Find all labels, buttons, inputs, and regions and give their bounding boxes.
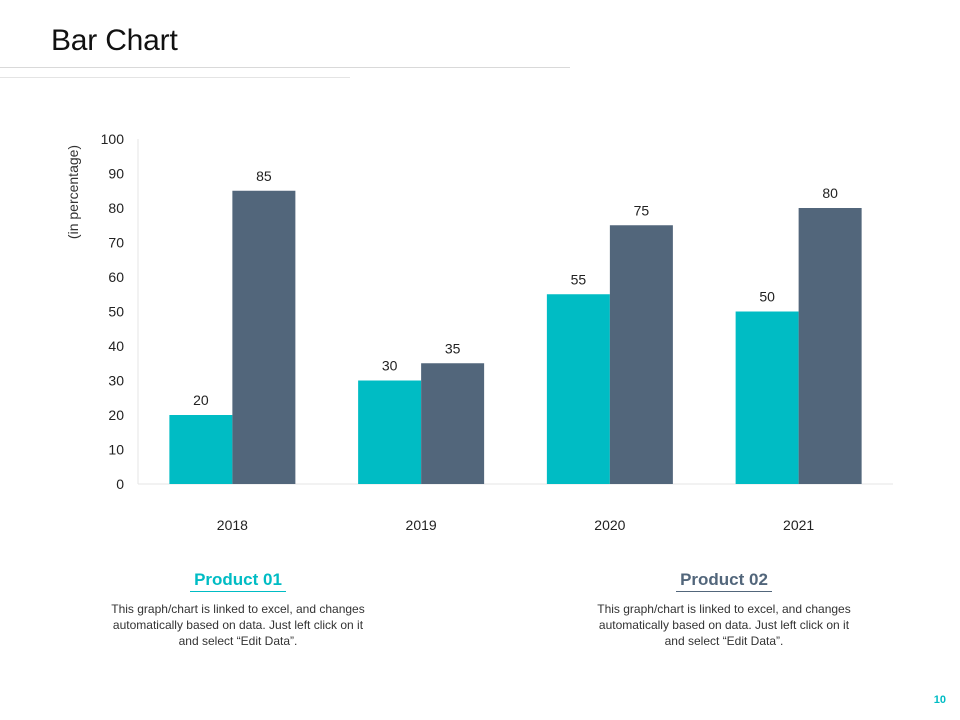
x-tick-label: 2020 bbox=[594, 517, 625, 533]
y-tick-label: 70 bbox=[108, 235, 124, 251]
y-tick-label: 40 bbox=[108, 338, 124, 354]
bar-product-02-2018[interactable] bbox=[232, 190, 296, 484]
data-label: 50 bbox=[759, 289, 775, 305]
y-tick-label: 100 bbox=[101, 131, 125, 147]
y-tick-label: 10 bbox=[108, 442, 124, 458]
x-tick-label: 2021 bbox=[783, 517, 814, 533]
y-axis-label: (in percentage) bbox=[65, 145, 81, 239]
legend-product-02-description: This graph/chart is linked to excel, and… bbox=[597, 602, 851, 648]
y-tick-label: 50 bbox=[108, 304, 124, 320]
title-divider bbox=[0, 67, 570, 68]
y-tick-label: 0 bbox=[116, 476, 124, 492]
legend-product-01-title: Product 01 bbox=[190, 570, 286, 592]
title-divider-short bbox=[0, 77, 350, 78]
x-tick-label: 2019 bbox=[406, 517, 437, 533]
y-tick-label: 20 bbox=[108, 407, 124, 423]
x-tick-label: 2018 bbox=[217, 517, 248, 533]
bar-chart[interactable]: 0 10 20 30 40 50 60 70 80 90 100 (in percentage) 20 8… bbox=[0, 0, 960, 560]
data-label: 20 bbox=[193, 392, 209, 408]
y-tick-label: 80 bbox=[108, 200, 124, 216]
legend-product-02-title: Product 02 bbox=[676, 570, 772, 592]
legend-product-01: Product 01 This graph/chart is linked to… bbox=[103, 570, 373, 649]
y-tick-label: 30 bbox=[108, 373, 124, 389]
bar-product-01-2020[interactable] bbox=[546, 294, 610, 484]
legend-product-01-description: This graph/chart is linked to excel, and… bbox=[111, 602, 365, 648]
legend-product-02: Product 02 This graph/chart is linked to… bbox=[589, 570, 859, 649]
page-number: 10 bbox=[933, 694, 946, 706]
bar-product-01-2021[interactable] bbox=[735, 311, 799, 485]
bar-product-01-2018[interactable] bbox=[169, 415, 233, 484]
data-label: 80 bbox=[822, 185, 838, 201]
bar-product-02-2019[interactable] bbox=[421, 363, 485, 484]
data-label: 85 bbox=[256, 168, 272, 184]
bar-product-01-2019[interactable] bbox=[358, 380, 422, 485]
y-tick-label: 60 bbox=[108, 269, 124, 285]
y-tick-label: 90 bbox=[108, 166, 124, 182]
data-label: 55 bbox=[571, 271, 587, 287]
bar-product-02-2021[interactable] bbox=[798, 208, 862, 484]
page-title: Bar Chart bbox=[51, 24, 178, 57]
bar-product-02-2020[interactable] bbox=[609, 225, 673, 484]
data-label: 75 bbox=[634, 202, 650, 218]
data-label: 30 bbox=[382, 358, 398, 374]
data-label: 35 bbox=[445, 340, 461, 356]
